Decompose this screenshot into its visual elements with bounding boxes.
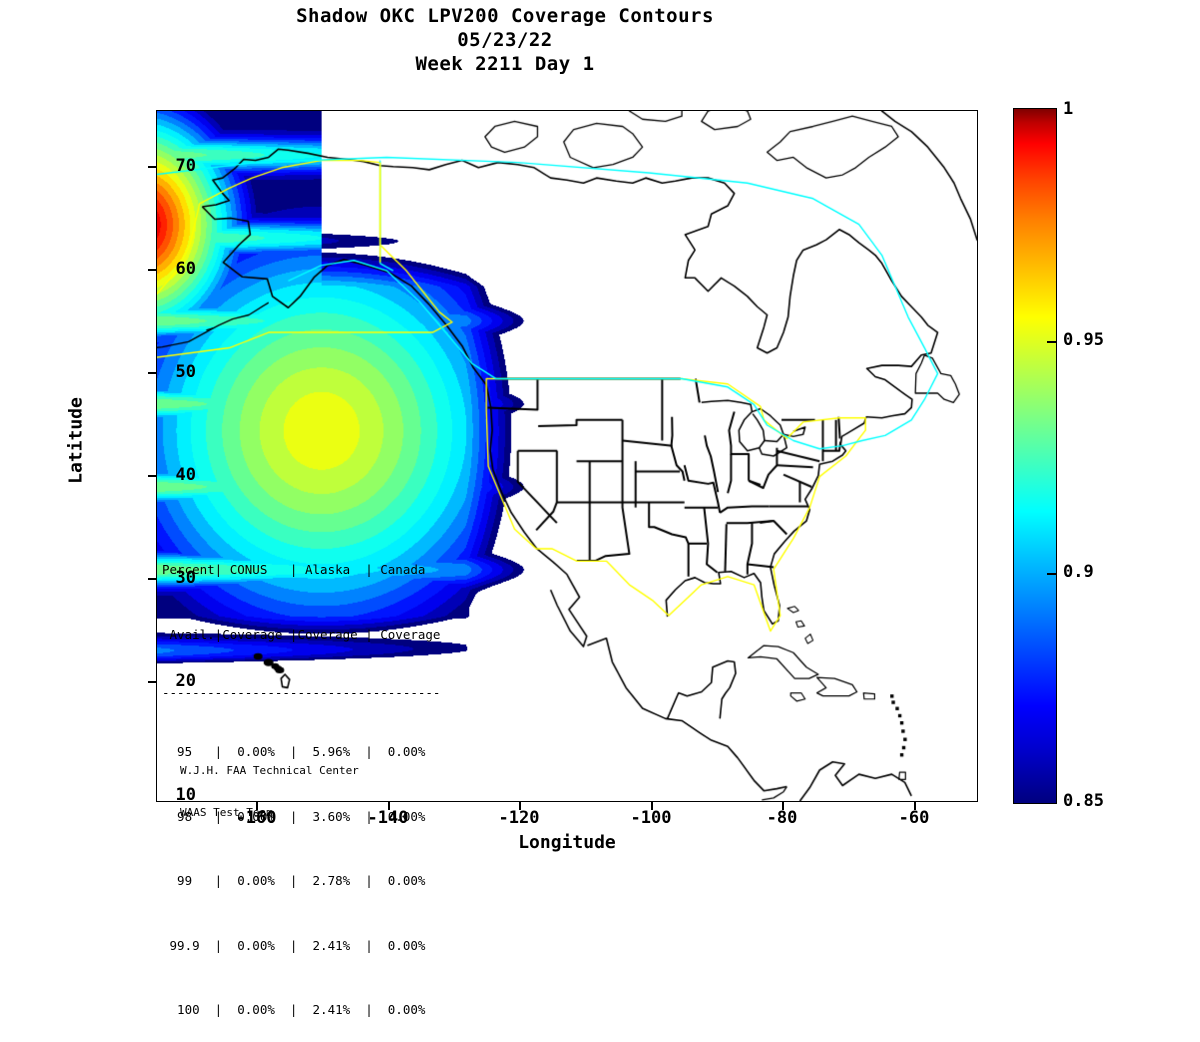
map-plot-area[interactable]: [156, 110, 978, 802]
ytick-label-70: 70: [175, 156, 196, 176]
xtick-mark-m80: [782, 802, 784, 810]
table-row: 95 | 0.00% | 5.96% | 0.00%: [162, 744, 426, 759]
table-row: 99.9 | 0.00% | 2.41% | 0.00%: [162, 937, 426, 953]
colorbar-tick-mark-095: [1047, 341, 1056, 343]
colorbar-tick-085: 0.85: [1063, 791, 1104, 811]
ytick-label-40: 40: [175, 465, 196, 485]
xtick-label-m120: -120: [498, 808, 540, 828]
colorbar-tick-095: 0.95: [1063, 330, 1104, 350]
chart-week-day: Week 2211 Day 1: [415, 53, 595, 75]
xtick-label-m140: -140: [367, 808, 409, 828]
stats-header-row-1: Percent| CONUS | Alaska | Canada: [162, 562, 426, 577]
ytick-mark-20: [148, 681, 156, 683]
title-block: Shadow OKC LPV200 Coverage Contours 05/2…: [0, 4, 1010, 76]
xtick-mark-m120: [519, 802, 521, 810]
xtick-label-m80: -80: [766, 808, 798, 828]
ytick-mark-30: [148, 578, 156, 580]
credit-line-2: WAAS Test Team: [180, 806, 273, 819]
y-axis-label: Latitude: [65, 397, 87, 484]
table-row: 99 | 0.00% | 2.78% | 0.00%: [162, 873, 426, 888]
colorbar: [1013, 108, 1057, 804]
ytick-label-20: 20: [175, 671, 196, 691]
x-axis-label: Longitude: [518, 832, 616, 853]
xtick-label-m100: -100: [630, 808, 672, 828]
credit-text: W.J.H. FAA Technical Center WAAS Test Te…: [180, 736, 359, 834]
ytick-mark-70: [148, 166, 156, 168]
colorbar-tick-mark-09: [1047, 573, 1056, 575]
xtick-mark-m140: [388, 802, 390, 810]
xtick-mark-m160: [256, 802, 258, 810]
ytick-mark-40: [148, 475, 156, 477]
coverage-contour-map: [157, 111, 977, 801]
xtick-label-m160: -160: [235, 808, 277, 828]
chart-title: Shadow OKC LPV200 Coverage Contours: [296, 5, 714, 27]
ytick-label-60: 60: [175, 259, 196, 279]
credit-line-1: W.J.H. FAA Technical Center: [180, 764, 359, 777]
xtick-mark-m100: [651, 802, 653, 810]
xtick-label-m60: -60: [898, 808, 930, 828]
xtick-mark-m60: [914, 802, 916, 810]
stats-header-row-2: Avail.|Coverage |Coverage | Coverage: [162, 626, 441, 642]
chart-date: 05/23/22: [457, 29, 553, 51]
ytick-label-10: 10: [175, 785, 196, 805]
ytick-label-50: 50: [175, 362, 196, 382]
table-row: 98 | 0.00% | 3.60% | 0.00%: [162, 808, 426, 824]
table-row: 100 | 0.00% | 2.41% | 0.00%: [162, 1002, 426, 1017]
colorbar-tick-09: 0.9: [1063, 562, 1094, 582]
ytick-label-30: 30: [175, 568, 196, 588]
colorbar-tick-1: 1: [1063, 99, 1074, 119]
ytick-mark-50: [148, 372, 156, 374]
ytick-mark-60: [148, 269, 156, 271]
stats-divider: -------------------------------------: [162, 685, 441, 700]
